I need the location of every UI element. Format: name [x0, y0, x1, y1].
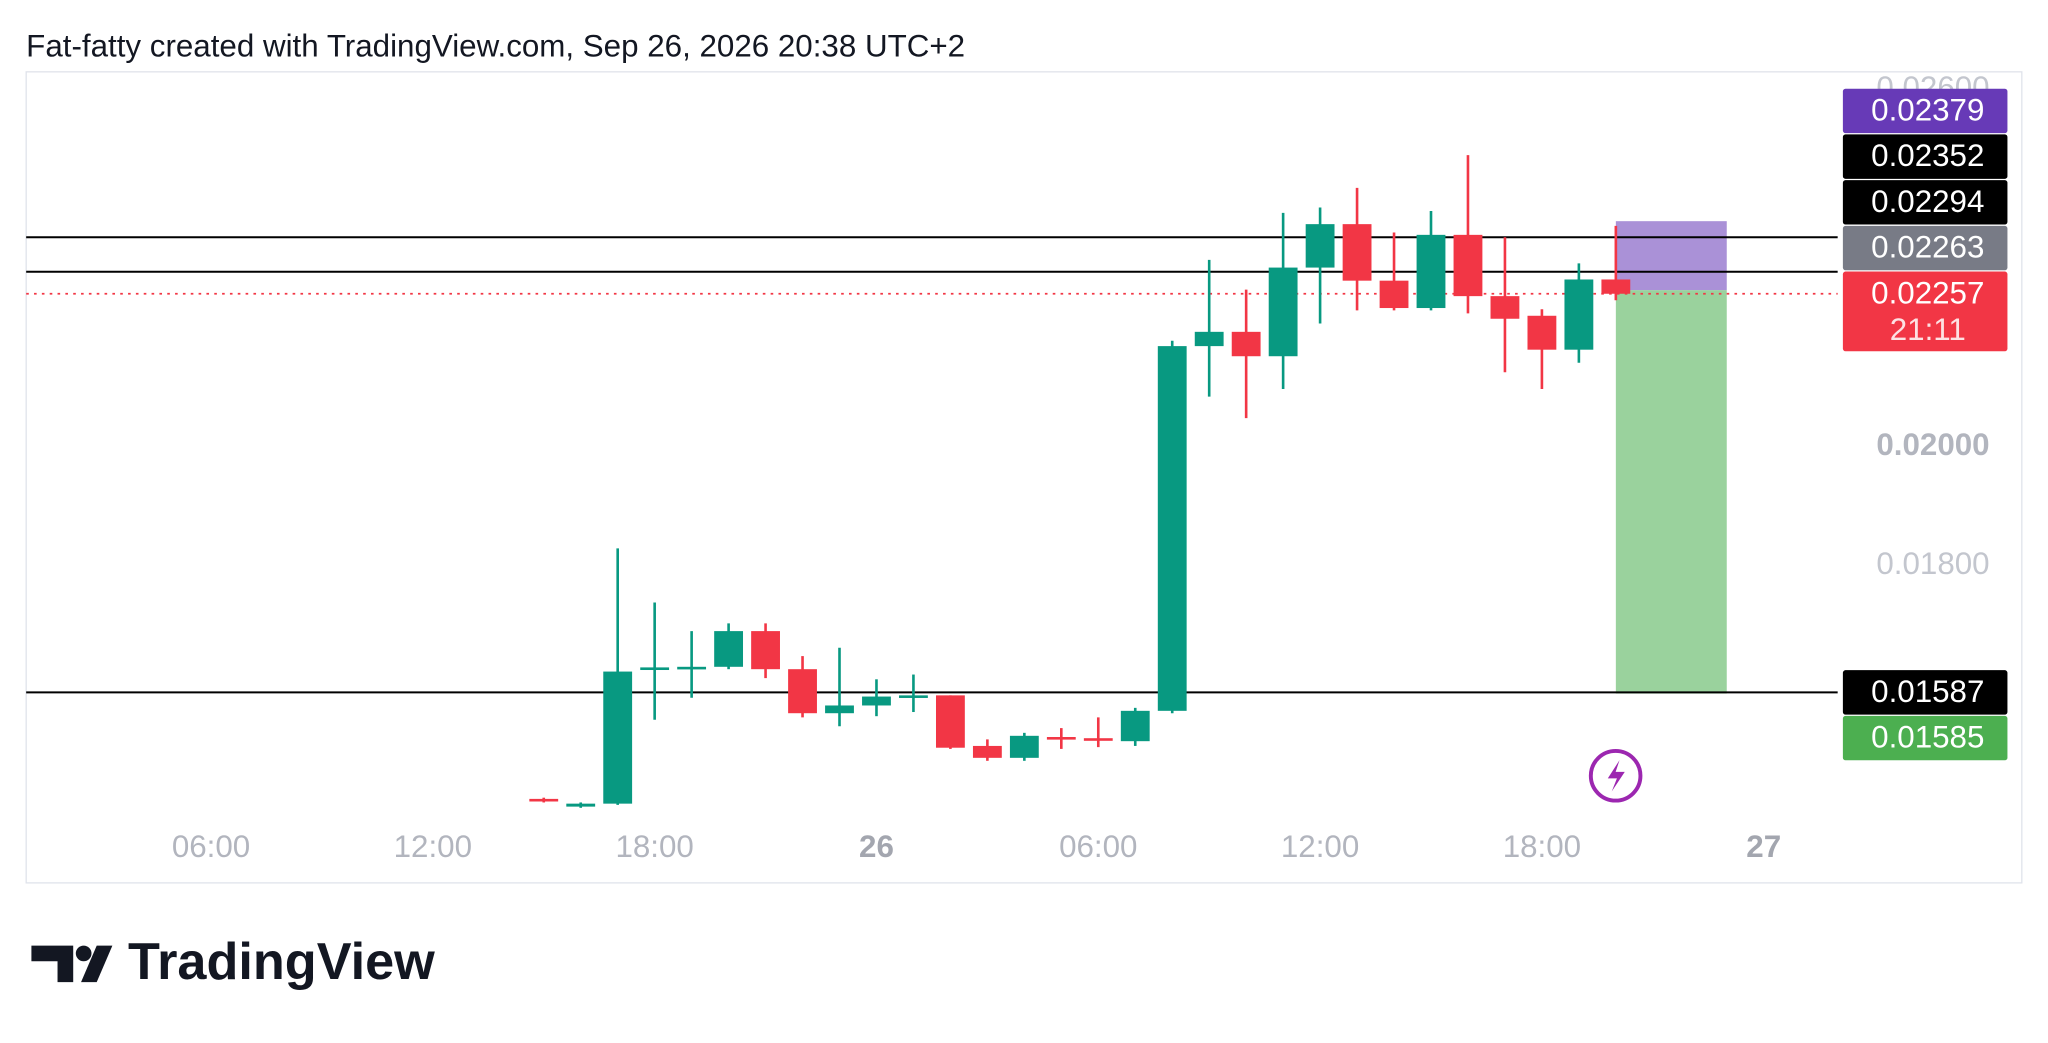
- candle-body: [972, 745, 1002, 758]
- candle-body: [751, 631, 780, 670]
- candle-body: [1009, 735, 1039, 758]
- price-label: 0.02379: [1871, 92, 1984, 127]
- candle-body: [714, 631, 744, 667]
- y-tick-label: 0.02000: [1876, 427, 1989, 462]
- x-tick-label: 12:00: [1281, 829, 1359, 864]
- candle-body: [1231, 331, 1261, 357]
- candle-body: [1601, 279, 1631, 294]
- candle-body: [788, 669, 817, 714]
- target-zone: [1615, 290, 1727, 694]
- candle-body: [1194, 331, 1224, 347]
- candle-body: [1416, 234, 1446, 309]
- price-label-box: [1842, 715, 2008, 761]
- chart-frame: [25, 71, 2023, 884]
- candle-body: [1527, 315, 1557, 350]
- price-label-box: [1842, 271, 2008, 352]
- x-tick-label: 27: [1746, 829, 1781, 864]
- candle-body: [1120, 710, 1150, 742]
- price-label: 0.02352: [1871, 138, 1984, 173]
- tradingview-logo: [31, 945, 113, 983]
- candle-body: [1305, 224, 1335, 268]
- x-tick-label: 12:00: [394, 829, 472, 864]
- candle-body: [825, 705, 854, 714]
- x-tick-label: 18:00: [1503, 829, 1581, 864]
- candle-body: [677, 666, 707, 670]
- candle-body: [935, 695, 965, 748]
- candle-body: [1453, 234, 1483, 297]
- candle-body: [862, 696, 891, 706]
- x-tick-label: 18:00: [615, 829, 693, 864]
- candle-body: [1342, 224, 1372, 281]
- candle-body: [1490, 296, 1520, 319]
- price-label-box: [1842, 180, 2008, 225]
- price-label-box: [1842, 225, 2008, 271]
- candle-body: [1564, 279, 1594, 350]
- price-label-box: [1842, 88, 2008, 134]
- candle-body: [1268, 267, 1298, 357]
- candle-body: [899, 695, 928, 698]
- stop-zone: [1615, 221, 1727, 291]
- x-tick-label: 06:00: [172, 829, 250, 864]
- price-label-box: [1842, 134, 2008, 179]
- candle-body: [603, 671, 633, 804]
- header-title: Fat-fatty created with TradingView.com, …: [26, 29, 965, 64]
- candle-body: [1046, 737, 1076, 740]
- price-label: 0.01585: [1871, 720, 1984, 755]
- candle-body: [1083, 738, 1113, 741]
- price-label-box: [1842, 670, 2008, 715]
- alert-icon: [1588, 749, 1643, 803]
- candle-body: [640, 667, 670, 671]
- y-tick-label: 0.01800: [1876, 546, 1989, 581]
- candle-body: [566, 803, 596, 807]
- countdown: 21:11: [1890, 312, 1966, 347]
- candle-body: [529, 798, 559, 802]
- brand: TradingView: [128, 933, 435, 991]
- price-label: 0.02263: [1871, 230, 1984, 265]
- price-label: 0.01587: [1871, 674, 1984, 709]
- x-tick-label: 06:00: [1059, 829, 1137, 864]
- price-label: 0.02294: [1871, 184, 1984, 219]
- price-label: 0.02257: [1871, 275, 1984, 310]
- candle-body: [1379, 280, 1409, 309]
- candle-body: [1157, 346, 1187, 711]
- x-tick-label: 26: [859, 829, 894, 864]
